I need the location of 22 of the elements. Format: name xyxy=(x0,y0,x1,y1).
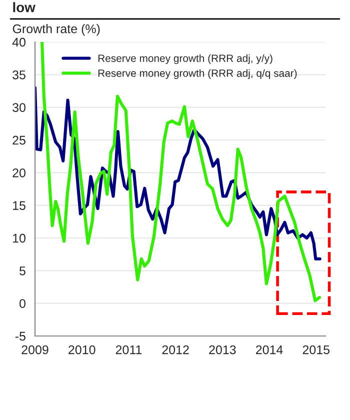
chart-title: low xyxy=(13,2,36,12)
x-tick-label: 2013 xyxy=(209,345,236,354)
x-tick-label: 2011 xyxy=(116,345,142,354)
y-tick-label: 40 xyxy=(12,38,26,47)
y-tick-label: 10 xyxy=(13,234,26,243)
y-tick-label: 25 xyxy=(12,136,26,145)
y-tick-label: 20 xyxy=(12,168,26,178)
y-tick-label: 5 xyxy=(20,266,26,276)
x-tick-label: 2012 xyxy=(162,345,189,354)
y-tick-label: -5 xyxy=(15,332,26,341)
y-tick-label: 0 xyxy=(20,299,26,308)
line-series xyxy=(40,42,321,302)
x-tick-label: 2014 xyxy=(256,345,283,354)
x-tick-label: 2009 xyxy=(22,345,48,354)
x-tick-label: 2015 xyxy=(302,345,330,354)
y-tick-label: 35 xyxy=(12,70,26,80)
y-axis-title: Growth rate (%) xyxy=(12,24,100,36)
y-tick-label: 15 xyxy=(13,201,26,210)
legend-label: Reserve money growth (RRR adj, q/q saar) xyxy=(98,69,297,79)
x-tick-label: 2010 xyxy=(68,345,96,354)
legend-label: Reserve money growth (RRR adj, y/y) xyxy=(98,54,272,64)
y-tick-label: 30 xyxy=(12,103,26,112)
